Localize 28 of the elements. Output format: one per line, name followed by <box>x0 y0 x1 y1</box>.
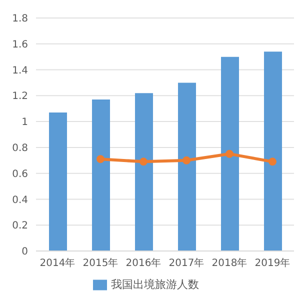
point <box>226 150 234 158</box>
point <box>96 155 104 164</box>
bar <box>92 100 110 251</box>
bar <box>135 93 153 251</box>
point <box>182 156 190 164</box>
x-tick-label: 2018年 <box>212 257 248 270</box>
y-tick-label: 0.2 <box>12 220 28 232</box>
y-tick-label: 1.4 <box>12 65 28 76</box>
point <box>140 158 148 166</box>
y-tick-label: 0.8 <box>12 142 28 154</box>
x-tick-label: 2016年 <box>126 257 162 270</box>
bar <box>49 112 67 251</box>
bar <box>264 52 282 251</box>
bar <box>178 82 196 251</box>
x-tick-label: 2019年 <box>254 257 290 270</box>
x-tick-label: 2017年 <box>168 257 204 270</box>
bar <box>221 56 239 251</box>
y-tick-label: 0.4 <box>12 194 28 206</box>
point <box>268 158 276 166</box>
legend-label: 我国出境旅游人数 <box>111 278 199 291</box>
y-tick-label: 0.6 <box>12 168 28 180</box>
y-tick-label: 1.6 <box>12 39 28 50</box>
y-tick-label: 1 <box>22 117 28 128</box>
x-tick-label: 2015年 <box>82 257 118 270</box>
x-tick-label: 2014年 <box>40 257 76 270</box>
y-tick-label: 1.8 <box>12 14 28 25</box>
y-tick-label: 1.2 <box>12 91 28 102</box>
y-tick-label: 0 <box>22 246 28 258</box>
